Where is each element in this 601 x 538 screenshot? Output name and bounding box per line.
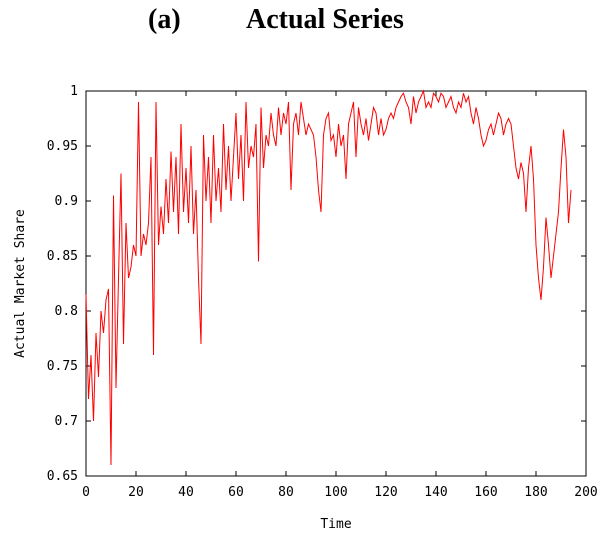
x-tick-label: 40 <box>178 485 194 500</box>
x-axis-label: Time <box>320 517 351 532</box>
series-line-actual <box>85 89 572 466</box>
x-tick-label: 100 <box>324 485 347 500</box>
y-tick-label: 0.95 <box>47 139 78 154</box>
x-tick-label: 160 <box>474 485 497 500</box>
tick-labels: 0 20 40 60 80 100 120 140 160 180 200 0.65 0.7 0.75 0.… <box>47 84 598 500</box>
figure-label: (a) <box>148 4 181 35</box>
y-tick-label: 0.65 <box>47 469 78 484</box>
figure-title: (a) Actual Series <box>0 4 601 44</box>
y-tick-label: 0.8 <box>55 304 78 319</box>
axis-ticks <box>85 90 587 477</box>
x-tick-label: 140 <box>424 485 447 500</box>
figure-title-text: Actual Series <box>246 4 404 35</box>
y-tick-label: 0.9 <box>55 194 78 209</box>
x-tick-label: 180 <box>524 485 547 500</box>
x-tick-label: 20 <box>128 485 144 500</box>
x-tick-label: 200 <box>574 485 597 500</box>
plot-frame <box>85 90 587 477</box>
y-tick-label: 0.7 <box>55 414 78 429</box>
y-tick-label: 1 <box>70 84 78 99</box>
y-tick-label: 0.75 <box>47 359 78 374</box>
x-tick-label: 120 <box>374 485 397 500</box>
x-tick-label: 80 <box>278 485 294 500</box>
x-tick-label: 0 <box>82 485 90 500</box>
x-tick-label: 60 <box>228 485 244 500</box>
y-axis-label: Actual Market Share <box>13 209 28 358</box>
y-tick-label: 0.85 <box>47 249 78 264</box>
